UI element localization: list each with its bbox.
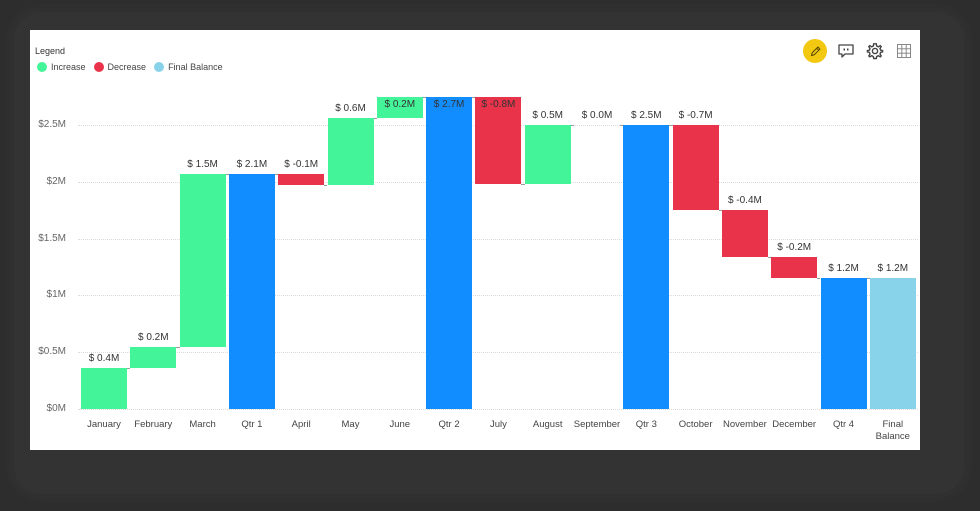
bar-subtotal[interactable] xyxy=(820,278,867,409)
data-label: $ 1.2M xyxy=(828,263,859,275)
legend-item-increase[interactable]: Increase xyxy=(37,62,86,72)
legend: Increase Decrease Final Balance xyxy=(37,62,223,72)
data-label: $ 2.7M xyxy=(433,98,465,110)
data-label: $ 0.2M xyxy=(138,331,169,343)
data-label: $ 2.1M xyxy=(236,158,268,170)
data-label: $ 0.5M xyxy=(532,110,563,121)
bar-decrease[interactable] xyxy=(475,96,522,185)
bar-connector xyxy=(324,185,328,187)
bar-connector xyxy=(718,210,722,212)
y-axis-tick: $0M xyxy=(46,403,66,414)
x-axis-label: February xyxy=(134,419,173,430)
bar-increase[interactable] xyxy=(179,173,226,347)
x-axis-label: Qtr 2 xyxy=(438,419,460,430)
x-axis-label: Qtr 3 xyxy=(635,419,657,430)
bar-subtotal[interactable] xyxy=(623,125,670,409)
x-axis-label: December xyxy=(772,419,817,430)
x-axis-label: April xyxy=(291,419,311,430)
waterfall-visual-card[interactable]: $0M $0.5M $1M $1.5M $2M $2.5M $ 0.4M January $ 0… xyxy=(30,30,920,450)
bar-increase[interactable] xyxy=(130,346,177,369)
bar-increase[interactable] xyxy=(327,118,374,186)
visual-toolbar xyxy=(803,39,914,63)
bar-increase[interactable] xyxy=(376,96,423,119)
bar-connector xyxy=(767,256,772,258)
gear-icon xyxy=(866,43,884,60)
bar-connector xyxy=(225,173,229,175)
data-label: $ 0.4M xyxy=(88,353,120,365)
data-label: $ -0.1M xyxy=(284,158,319,170)
data-label: $ 2.5M xyxy=(631,110,662,121)
x-axis-label: January xyxy=(87,419,121,430)
bar-decrease[interactable] xyxy=(771,256,818,279)
bar-subtotal[interactable] xyxy=(228,173,275,409)
x-axis-label: September xyxy=(573,419,621,430)
gridline xyxy=(78,352,918,354)
bar-decrease[interactable] xyxy=(278,173,325,186)
edit-button[interactable] xyxy=(803,39,827,63)
x-axis-label: Final Balance xyxy=(875,419,910,442)
y-axis-tick: $2.5M xyxy=(38,119,66,130)
data-label: $ 0.0M xyxy=(581,110,613,121)
bar-decrease[interactable] xyxy=(721,210,768,257)
legend-item-decrease[interactable]: Decrease xyxy=(93,62,147,72)
y-axis-tick: $0.5M xyxy=(38,346,66,358)
data-label: $ -0.4M xyxy=(727,195,762,207)
legend-dot-increase-icon xyxy=(37,62,47,72)
x-axis-label: October xyxy=(678,419,713,430)
pencil-icon xyxy=(810,46,820,56)
bar-decrease[interactable] xyxy=(672,125,719,211)
bar-connector xyxy=(866,278,870,280)
x-axis-label: March xyxy=(189,419,216,430)
bar-increase[interactable] xyxy=(81,368,127,409)
data-label: $ 0.2M xyxy=(384,98,416,110)
chart-plot-area: $0M $0.5M $1M $1.5M $2M $2.5M $ 0.4M January $ 0… xyxy=(30,30,920,450)
bar-connector xyxy=(422,96,427,98)
data-label: $ -0.8M xyxy=(481,98,516,110)
x-axis-label: May xyxy=(341,419,360,430)
bar-final[interactable] xyxy=(869,278,916,409)
bar-connector xyxy=(176,346,180,348)
settings-button[interactable] xyxy=(865,41,885,61)
legend-label: Decrease xyxy=(107,62,147,72)
legend-dot-decrease-icon xyxy=(93,62,104,72)
bar-connector xyxy=(521,184,525,186)
bar-connector xyxy=(472,96,476,98)
bar-connector xyxy=(373,118,377,120)
x-axis-label: Qtr 1 xyxy=(241,419,263,430)
gridline xyxy=(78,409,918,410)
legend-item-final-balance[interactable]: Final Balance xyxy=(154,62,223,72)
legend-dot-final-balance-icon xyxy=(154,62,165,72)
bar-connector xyxy=(274,173,279,175)
data-label: $ 0.6M xyxy=(335,103,366,115)
bar-connector xyxy=(127,368,131,370)
x-axis-label: Qtr 4 xyxy=(832,419,855,430)
data-label: $ 1.5M xyxy=(187,158,218,170)
data-label: $ 1.2M xyxy=(877,263,909,275)
x-axis-label: November xyxy=(722,419,767,430)
gridline xyxy=(78,295,918,297)
table-view-button[interactable] xyxy=(894,41,914,61)
gridline xyxy=(78,238,918,240)
bar-subtotal[interactable] xyxy=(426,96,473,409)
bar-connector xyxy=(570,125,574,126)
legend-title: Legend xyxy=(35,46,66,56)
data-label: $ -0.7M xyxy=(678,110,713,121)
legend-label: Increase xyxy=(51,62,86,72)
x-axis-label: June xyxy=(389,419,411,430)
data-label: $ -0.2M xyxy=(777,241,812,253)
x-axis-label: July xyxy=(489,419,507,430)
bar-connector xyxy=(817,278,821,280)
comment-icon xyxy=(838,44,854,58)
y-axis-tick: $1.5M xyxy=(38,232,66,244)
legend-label: Final Balance xyxy=(168,62,223,72)
comment-button[interactable] xyxy=(836,41,856,61)
bar-connector xyxy=(669,125,673,126)
y-axis-tick: $2M xyxy=(46,175,66,187)
y-axis-tick: $1M xyxy=(46,289,66,301)
grid-icon xyxy=(897,44,911,58)
bar-connector xyxy=(620,125,624,126)
bar-increase[interactable] xyxy=(524,125,571,185)
x-axis-label: August xyxy=(532,419,563,430)
